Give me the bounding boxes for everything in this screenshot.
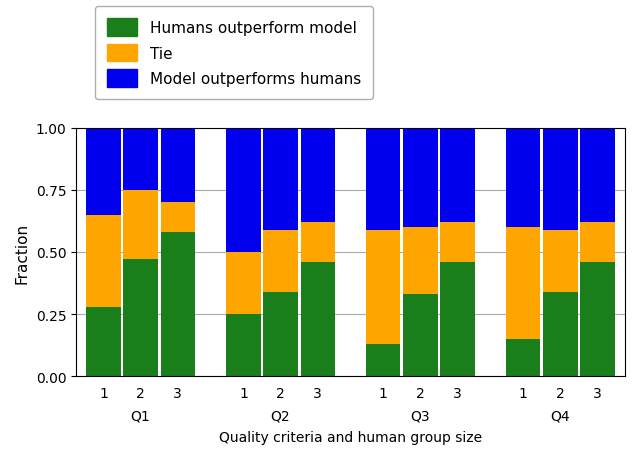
Bar xyxy=(543,230,577,292)
Bar xyxy=(161,233,195,376)
Bar xyxy=(124,190,157,260)
Bar xyxy=(161,203,195,233)
Text: Q3: Q3 xyxy=(411,409,430,423)
Text: Q2: Q2 xyxy=(271,409,291,423)
Bar xyxy=(506,129,540,228)
Bar xyxy=(227,129,260,252)
Text: Q1: Q1 xyxy=(131,409,150,423)
Bar xyxy=(440,129,475,223)
Bar xyxy=(403,295,438,376)
Bar xyxy=(580,223,614,263)
Bar xyxy=(227,314,260,376)
Bar xyxy=(403,228,438,295)
Bar xyxy=(301,223,335,263)
Bar xyxy=(506,339,540,376)
Text: Q4: Q4 xyxy=(550,409,570,423)
Bar xyxy=(161,129,195,203)
Bar xyxy=(366,230,401,344)
Bar xyxy=(301,263,335,376)
Bar xyxy=(543,292,577,376)
X-axis label: Quality criteria and human group size: Quality criteria and human group size xyxy=(219,431,482,444)
Bar xyxy=(264,230,298,292)
Bar xyxy=(86,215,120,307)
Bar xyxy=(264,129,298,230)
Bar xyxy=(580,263,614,376)
Bar xyxy=(543,129,577,230)
Bar xyxy=(86,307,120,376)
Bar xyxy=(366,129,401,230)
Bar xyxy=(227,252,260,314)
Bar xyxy=(580,129,614,223)
Y-axis label: Fraction: Fraction xyxy=(15,222,30,283)
Bar xyxy=(264,292,298,376)
Bar xyxy=(440,223,475,263)
Bar xyxy=(124,129,157,190)
Bar xyxy=(506,228,540,339)
Bar xyxy=(366,344,401,376)
Bar xyxy=(86,129,120,215)
Bar xyxy=(440,263,475,376)
Bar xyxy=(301,129,335,223)
Bar xyxy=(124,260,157,376)
Bar xyxy=(403,129,438,228)
Legend: Humans outperform model, Tie, Model outperforms humans: Humans outperform model, Tie, Model outp… xyxy=(95,7,373,100)
